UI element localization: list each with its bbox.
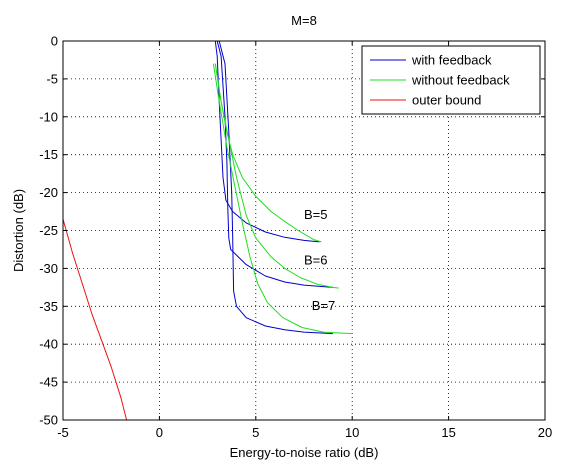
- x-axis-label: Energy-to-noise ratio (dB): [230, 445, 379, 460]
- annotations: B=5 B=6 B=7: [304, 207, 335, 313]
- y-tick-label: -50: [39, 413, 58, 428]
- annotation-label: B=5: [304, 207, 328, 222]
- x-tick-label: 15: [441, 425, 455, 440]
- annotation-label: B=7: [312, 298, 336, 313]
- annotation-label: B=6: [304, 253, 328, 268]
- series-line-without-feedback: [212, 63, 353, 335]
- x-tick-label: 10: [345, 425, 359, 440]
- series-line-with-feedback: [144, 40, 320, 243]
- x-tick-label: -5: [57, 425, 69, 440]
- grid: [63, 41, 545, 420]
- y-tick-label: -30: [39, 261, 58, 276]
- y-axis-label: Distortion (dB): [11, 189, 26, 272]
- series-line-outer-bound: [62, 218, 128, 421]
- y-tick-label: -35: [39, 299, 58, 314]
- legend-label: with feedback: [411, 53, 492, 68]
- x-tick-label: 5: [252, 425, 259, 440]
- series-line-without-feedback: [214, 63, 339, 289]
- chart-title: M=8: [291, 13, 317, 28]
- legend-label: outer bound: [412, 93, 481, 108]
- x-tick-label: 0: [156, 425, 163, 440]
- x-tick-label: 20: [538, 425, 552, 440]
- y-tick-label: -45: [39, 375, 58, 390]
- y-tick-label: -5: [46, 71, 58, 86]
- y-tick-label: -25: [39, 223, 58, 238]
- legend: with feedback without feedback outer bound: [361, 45, 541, 115]
- y-tick-label: -15: [39, 147, 58, 162]
- y-tick-label: -10: [39, 109, 58, 124]
- legend-label: without feedback: [411, 73, 510, 88]
- ticks: -5 0 5 10 15 200-5-10-15-20-25-30-35-40-45-50: [39, 34, 552, 441]
- series-lines: [62, 40, 353, 421]
- y-tick-label: -40: [39, 337, 58, 352]
- y-tick-label: 0: [51, 34, 58, 49]
- series-line-with-feedback: [144, 40, 333, 288]
- y-tick-label: -20: [39, 185, 58, 200]
- series-line-with-feedback: [144, 40, 333, 335]
